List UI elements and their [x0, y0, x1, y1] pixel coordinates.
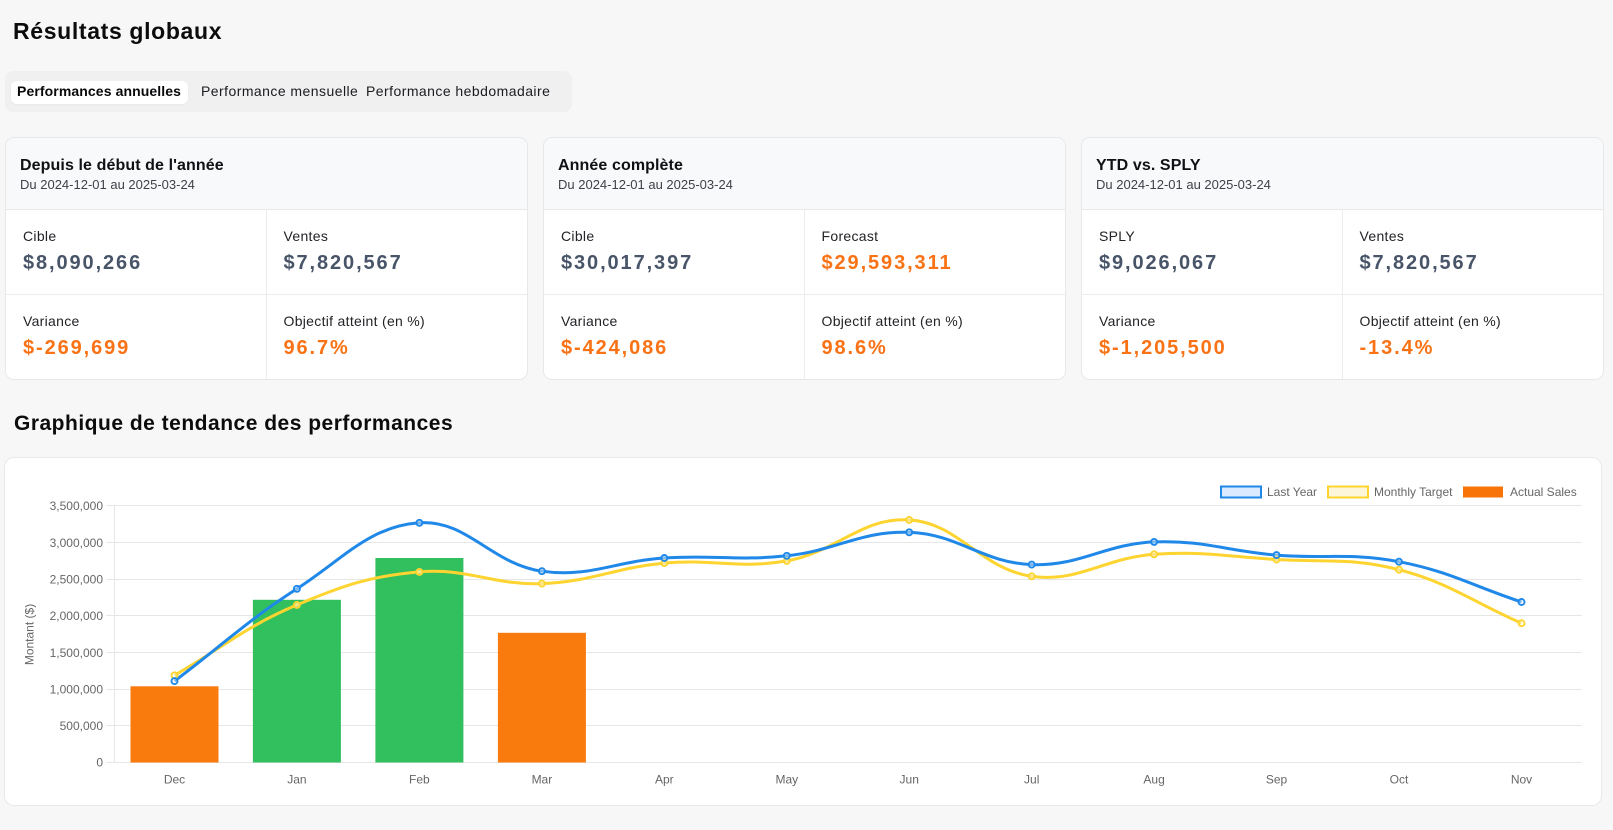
svg-text:Aug: Aug	[1143, 773, 1164, 787]
svg-text:0: 0	[96, 756, 103, 770]
svg-text:1,500,000: 1,500,000	[50, 646, 104, 660]
svg-text:Mar: Mar	[532, 773, 553, 787]
svg-text:Apr: Apr	[655, 773, 674, 787]
svg-text:Sep: Sep	[1266, 773, 1288, 787]
svg-text:Dec: Dec	[164, 773, 185, 787]
svg-text:500,000: 500,000	[60, 719, 104, 733]
svg-text:Nov: Nov	[1511, 773, 1532, 787]
svg-text:Jan: Jan	[287, 773, 306, 787]
svg-text:2,000,000: 2,000,000	[50, 609, 104, 623]
svg-text:2,500,000: 2,500,000	[50, 573, 104, 587]
svg-text:May: May	[775, 773, 798, 787]
svg-text:Jun: Jun	[900, 773, 919, 787]
svg-text:Feb: Feb	[409, 773, 430, 787]
svg-text:3,500,000: 3,500,000	[50, 499, 104, 513]
svg-text:Actual Sales: Actual Sales	[1510, 485, 1577, 499]
svg-text:3,000,000: 3,000,000	[50, 536, 104, 550]
svg-text:Montant ($): Montant ($)	[22, 604, 36, 665]
svg-text:Last Year: Last Year	[1267, 485, 1317, 499]
svg-text:Jul: Jul	[1024, 773, 1039, 787]
svg-text:Monthly Target: Monthly Target	[1374, 485, 1453, 499]
svg-text:Oct: Oct	[1390, 773, 1409, 787]
svg-text:1,000,000: 1,000,000	[50, 682, 104, 696]
